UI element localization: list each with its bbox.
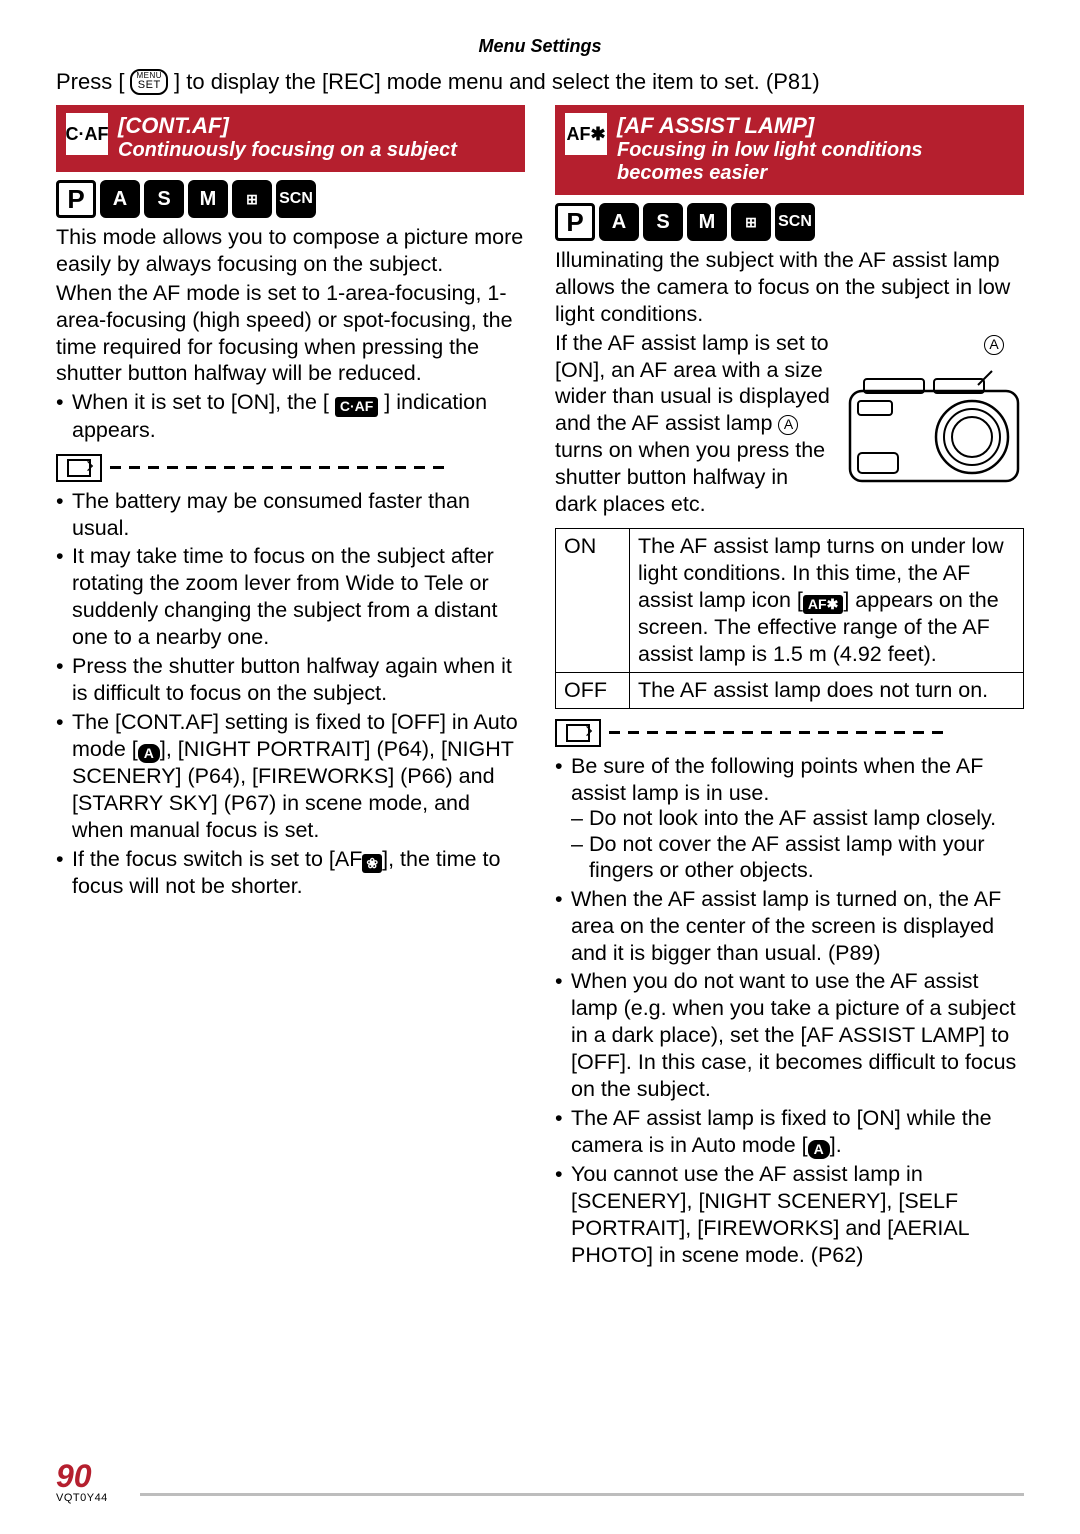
right-note-3: When you do not want to use the AF assis… (555, 968, 1024, 1102)
mode-p-icon: P (555, 203, 595, 241)
intro-text-b: ] to display the [REC] mode menu and sel… (174, 69, 820, 95)
left-note-3: Press the shutter button halfway again w… (56, 653, 525, 707)
mode-s-icon: S (643, 203, 683, 241)
mode-m-icon: M (687, 203, 727, 241)
mode-s-icon: S (144, 180, 184, 218)
mode-scn-icon: SCN (775, 203, 815, 241)
rn1: Be sure of the following points when the… (571, 754, 983, 805)
camera-label: A (844, 332, 1024, 355)
contaf-sub: Continuously focusing on a subject (118, 139, 457, 162)
camera-circled-a: A (984, 335, 1004, 355)
left-note-4: The [CONT.AF] setting is fixed to [OFF] … (56, 709, 525, 844)
mode-film-icon: ⊞ (731, 203, 771, 241)
macro-icon: ❀ (362, 854, 382, 874)
mode-p-icon: P (56, 180, 96, 218)
rn4b: ]. (830, 1133, 842, 1157)
right-note-1-sub2: Do not cover the AF assist lamp with you… (571, 832, 1024, 884)
camera-figure: A (844, 332, 1024, 494)
cell-off-key: OFF (556, 672, 630, 708)
mode-a-icon: A (100, 180, 140, 218)
afassist-heading: AF✱ [AF ASSIST LAMP] Focusing in low lig… (555, 105, 1024, 195)
rn4a: The AF assist lamp is fixed to [ON] whil… (571, 1106, 992, 1157)
af-table: ON The AF assist lamp turns on under low… (555, 528, 1024, 709)
menu-icon-bottom: SET (138, 80, 161, 91)
circled-a-inline: A (778, 415, 798, 435)
note-icon (555, 719, 601, 747)
table-row: OFF The AF assist lamp does not turn on. (556, 672, 1024, 708)
afassist-sub: Focusing in low light conditions becomes… (617, 139, 1014, 185)
mode-m-icon: M (188, 180, 228, 218)
dash-line (110, 466, 525, 469)
note-divider-right (555, 719, 1024, 747)
menu-set-icon: MENU SET (130, 69, 168, 95)
camera-icon (844, 357, 1024, 487)
header-menu-settings: Menu Settings (56, 36, 1024, 57)
right-note-5: You cannot use the AF assist lamp in [SC… (555, 1161, 1024, 1269)
contaf-heading: C·AF [CONT.AF] Continuously focusing on … (56, 105, 525, 172)
p2b: turns on when you press the shutter butt… (555, 438, 825, 516)
afassist-title: [AF ASSIST LAMP] (617, 113, 1014, 139)
right-note-2: When the AF assist lamp is turned on, th… (555, 886, 1024, 967)
table-row: ON The AF assist lamp turns on under low… (556, 528, 1024, 672)
page-number: 90 (56, 1460, 108, 1492)
afstar-inline-icon: AF✱ (803, 595, 843, 615)
n5a: If the focus switch is set to [AF (72, 847, 362, 871)
cell-on-val: The AF assist lamp turns on under low li… (630, 528, 1024, 672)
note-icon (56, 454, 102, 482)
cell-off-val: The AF assist lamp does not turn on. (630, 672, 1024, 708)
left-column: C·AF [CONT.AF] Continuously focusing on … (56, 105, 525, 1271)
afassist-icon: AF✱ (565, 113, 607, 155)
mode-icons-right: P A S M ⊞ SCN (555, 203, 1024, 241)
mode-icons-left: P A S M ⊞ SCN (56, 180, 525, 218)
contaf-para2: When the AF mode is set to 1-area-focusi… (56, 280, 525, 388)
intro-line: Press [ MENU SET ] to display the [REC] … (56, 69, 1024, 95)
auto-mode-icon: A (808, 1140, 830, 1160)
mode-film-icon: ⊞ (232, 180, 272, 218)
left-note-2: It may take time to focus on the subject… (56, 543, 525, 651)
contaf-bullet-1: When it is set to [ON], the [ C·AF ] ind… (56, 389, 525, 443)
left-note-1: The battery may be consumed faster than … (56, 488, 525, 542)
note-divider-left (56, 454, 525, 482)
contaf-para1: This mode allows you to compose a pictur… (56, 224, 525, 278)
mode-scn-icon: SCN (276, 180, 316, 218)
contaf-title: [CONT.AF] (118, 113, 457, 139)
contaf-icon: C·AF (66, 113, 108, 155)
afassist-para1: Illuminating the subject with the AF ass… (555, 247, 1024, 328)
cell-on-key: ON (556, 528, 630, 672)
page-footer: 90 VQT0Y44 (56, 1460, 108, 1504)
left-note-5: If the focus switch is set to [AF❀], the… (56, 846, 525, 900)
right-column: AF✱ [AF ASSIST LAMP] Focusing in low lig… (555, 105, 1024, 1271)
right-note-1-sub1: Do not look into the AF assist lamp clos… (571, 806, 1024, 832)
auto-mode-icon: A (138, 744, 160, 764)
caf-inline-icon: C·AF (335, 397, 378, 417)
manual-page: Menu Settings Press [ MENU SET ] to disp… (0, 0, 1080, 1301)
footer-rule (140, 1493, 1024, 1496)
doc-id: VQT0Y44 (56, 1492, 108, 1504)
intro-text-a: Press [ (56, 69, 124, 95)
right-note-4: The AF assist lamp is fixed to [ON] whil… (555, 1105, 1024, 1159)
right-note-1: Be sure of the following points when the… (555, 753, 1024, 884)
b1a: When it is set to [ON], the [ (72, 390, 335, 414)
dash-line (609, 731, 1024, 734)
mode-a-icon: A (599, 203, 639, 241)
